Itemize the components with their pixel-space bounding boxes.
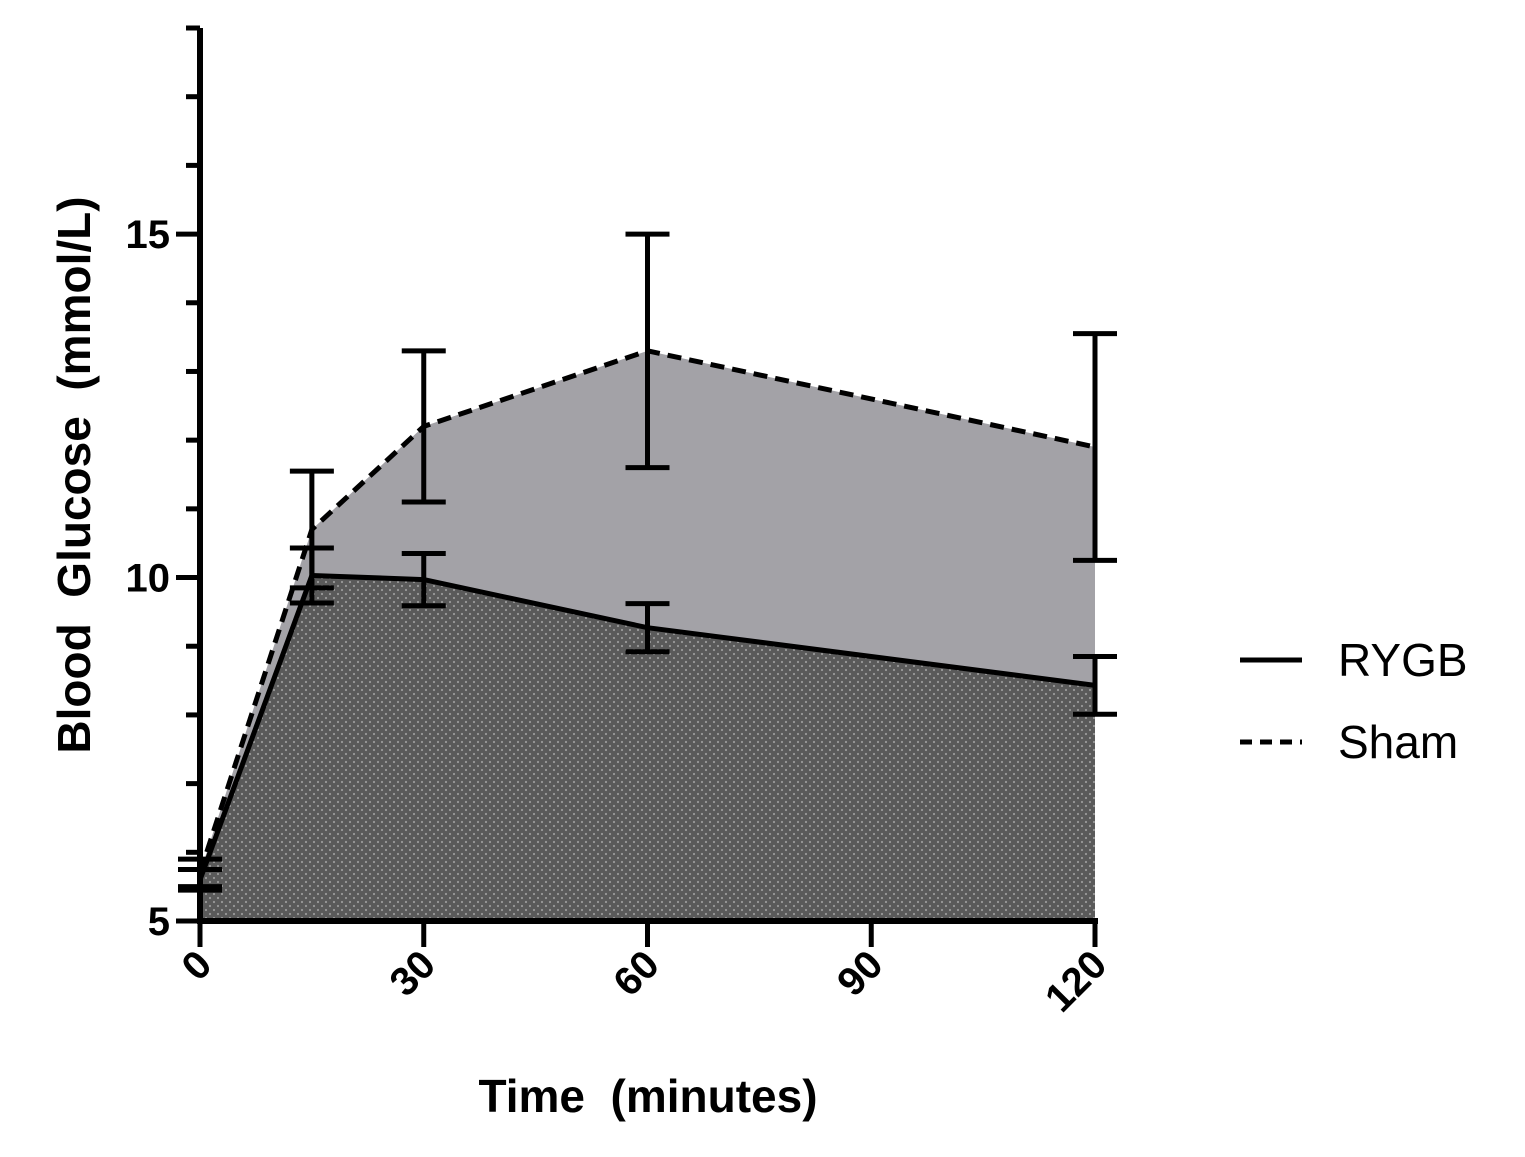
legend: RYGB Sham [1240, 634, 1468, 768]
x-axis-title: Time (minutes) [478, 1070, 817, 1122]
x-tick-label: 0 [174, 942, 221, 989]
y-tick-label: 15 [126, 213, 171, 257]
y-tick-label: 10 [126, 557, 171, 601]
y-tick-label: 5 [148, 900, 170, 944]
y-axis-title: Blood Glucose (mmol/L) [48, 196, 100, 753]
legend-label-sham: Sham [1338, 716, 1458, 768]
legend-item-sham: Sham [1240, 716, 1458, 768]
x-tick-label: 120 [1037, 942, 1115, 1020]
legend-label-rygb: RYGB [1338, 634, 1468, 686]
x-tick-label: 90 [829, 942, 892, 1005]
x-tick-label: 60 [605, 942, 668, 1005]
legend-item-rygb: RYGB [1240, 634, 1468, 686]
x-tick-label: 30 [382, 942, 445, 1005]
